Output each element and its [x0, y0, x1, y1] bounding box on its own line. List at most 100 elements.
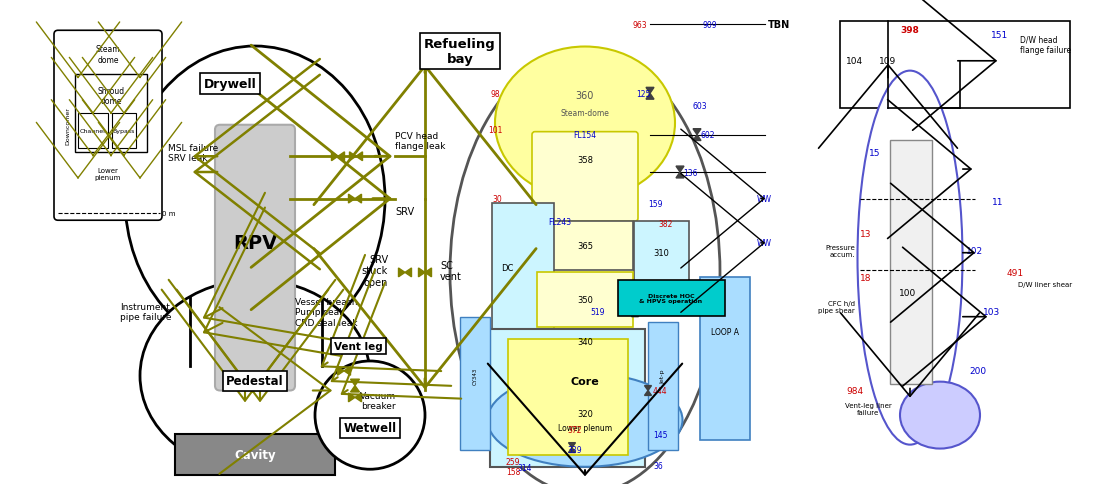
Text: 365: 365 — [577, 242, 592, 251]
Text: SRV
stuck
open: SRV stuck open — [362, 254, 388, 287]
Text: Discrete HOC
& HPVS operation: Discrete HOC & HPVS operation — [640, 293, 702, 304]
Polygon shape — [419, 269, 424, 277]
Bar — [112, 114, 136, 149]
Circle shape — [315, 361, 424, 469]
Polygon shape — [348, 195, 355, 204]
Text: Bypass: Bypass — [113, 129, 136, 134]
Text: Steam
dome: Steam dome — [95, 45, 120, 64]
Bar — [78, 114, 108, 149]
Bar — [190, 297, 323, 366]
Polygon shape — [646, 94, 654, 100]
Text: 371: 371 — [671, 308, 685, 317]
Text: DC: DC — [501, 263, 513, 272]
Text: Vent leg: Vent leg — [334, 342, 382, 351]
Text: Vessel breach
Pump seal,
CRD seal leak: Vessel breach Pump seal, CRD seal leak — [295, 297, 357, 327]
Text: Steam-dome: Steam-dome — [561, 109, 609, 118]
Text: TBN: TBN — [768, 20, 791, 30]
Text: 984: 984 — [847, 386, 864, 395]
Polygon shape — [351, 379, 360, 386]
Bar — [491, 330, 645, 468]
Text: Instrument
pipe failure: Instrument pipe failure — [120, 302, 171, 322]
Text: 909: 909 — [702, 21, 717, 30]
Text: 98: 98 — [491, 90, 500, 99]
Text: 963: 963 — [633, 21, 647, 30]
Text: 100: 100 — [899, 288, 916, 297]
Text: Cavity: Cavity — [234, 448, 276, 461]
Polygon shape — [344, 366, 351, 376]
Bar — [460, 317, 491, 450]
Text: D/W liner shear: D/W liner shear — [1018, 282, 1072, 287]
Text: 259: 259 — [506, 457, 521, 466]
Text: 314: 314 — [517, 463, 532, 472]
Ellipse shape — [450, 52, 720, 484]
Text: Vacuum
breaker: Vacuum breaker — [360, 391, 396, 410]
Text: 158: 158 — [506, 467, 520, 476]
Text: Core: Core — [570, 376, 599, 386]
Polygon shape — [676, 173, 684, 179]
Text: 145: 145 — [653, 430, 668, 439]
Polygon shape — [644, 391, 652, 395]
Bar — [840, 22, 1070, 109]
FancyBboxPatch shape — [618, 281, 725, 316]
Ellipse shape — [858, 72, 962, 445]
Text: 30: 30 — [492, 195, 502, 204]
Polygon shape — [569, 448, 576, 453]
Text: Vent-leg liner
failure: Vent-leg liner failure — [844, 402, 892, 415]
Text: RPV: RPV — [233, 234, 277, 253]
Text: 159: 159 — [647, 199, 662, 209]
Text: 13: 13 — [860, 229, 871, 238]
Polygon shape — [646, 88, 654, 94]
Text: SC
vent: SC vent — [440, 260, 461, 282]
Bar — [890, 140, 932, 384]
Text: FL243: FL243 — [549, 217, 571, 226]
Ellipse shape — [487, 374, 682, 467]
Polygon shape — [569, 443, 576, 448]
Text: 519: 519 — [590, 308, 605, 317]
Polygon shape — [349, 152, 356, 161]
Text: SRV: SRV — [395, 207, 414, 217]
Text: 360: 360 — [576, 91, 595, 101]
Text: Shroud
dome: Shroud dome — [97, 86, 124, 106]
Text: Pedestal: Pedestal — [226, 375, 283, 387]
Text: 310: 310 — [653, 249, 669, 257]
Text: 382: 382 — [659, 219, 673, 228]
Polygon shape — [337, 366, 344, 376]
Bar — [536, 273, 633, 327]
Text: 36: 36 — [653, 461, 663, 470]
Polygon shape — [424, 269, 431, 277]
Text: 103: 103 — [983, 308, 1000, 317]
Text: 151: 151 — [991, 30, 1009, 40]
Polygon shape — [355, 195, 362, 204]
Text: CY343: CY343 — [473, 367, 477, 385]
Text: PCV head
flange leak: PCV head flange leak — [395, 132, 446, 151]
Text: 200: 200 — [970, 366, 987, 376]
Text: Pressure
accum.: Pressure accum. — [825, 245, 855, 257]
Text: D/W head
flange failure: D/W head flange failure — [1020, 35, 1071, 55]
Text: 491: 491 — [1007, 268, 1024, 277]
Text: 358: 358 — [577, 155, 592, 165]
Text: 0 m: 0 m — [162, 211, 176, 217]
Polygon shape — [399, 269, 405, 277]
Text: 444: 444 — [653, 386, 668, 395]
FancyBboxPatch shape — [54, 31, 162, 221]
Text: 372: 372 — [568, 425, 582, 435]
Text: 18: 18 — [860, 273, 871, 282]
Polygon shape — [676, 167, 684, 173]
Polygon shape — [693, 136, 701, 141]
Text: CFC h/d
pipe shear: CFC h/d pipe shear — [819, 301, 855, 314]
Text: FL154: FL154 — [573, 131, 597, 140]
Text: 109: 109 — [879, 57, 897, 66]
Text: 136: 136 — [683, 168, 698, 177]
Text: 603: 603 — [692, 101, 708, 110]
Polygon shape — [405, 269, 411, 277]
Text: 104: 104 — [847, 57, 864, 66]
Ellipse shape — [900, 382, 980, 449]
Text: Wetwell: Wetwell — [344, 422, 396, 435]
Ellipse shape — [495, 47, 675, 200]
Bar — [492, 204, 554, 332]
Polygon shape — [693, 129, 701, 136]
Text: 398: 398 — [900, 26, 920, 35]
Bar — [536, 222, 633, 271]
Bar — [634, 222, 689, 286]
Ellipse shape — [140, 280, 370, 472]
